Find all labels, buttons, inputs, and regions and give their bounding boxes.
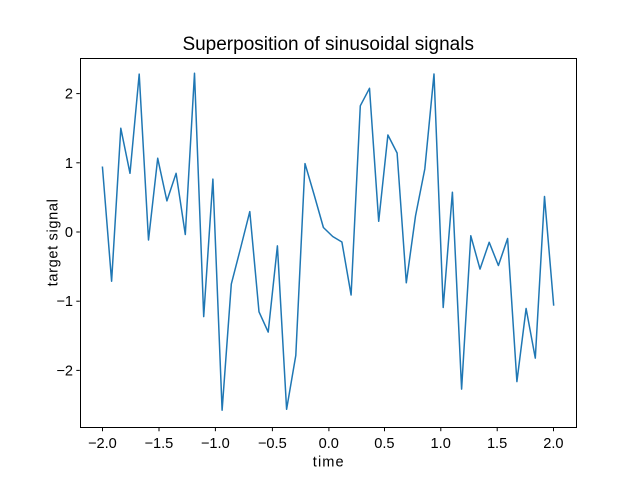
svg-text:1.5: 1.5 xyxy=(487,436,507,452)
svg-text:−2.0: −2.0 xyxy=(88,436,117,452)
svg-text:0: 0 xyxy=(65,225,73,241)
svg-text:2: 2 xyxy=(65,87,73,103)
svg-text:Superposition of sinusoidal si: Superposition of sinusoidal signals xyxy=(182,34,474,55)
svg-text:1: 1 xyxy=(65,156,73,172)
svg-text:−2: −2 xyxy=(56,363,73,379)
svg-text:−1.0: −1.0 xyxy=(201,436,230,452)
svg-text:1.0: 1.0 xyxy=(431,436,451,452)
svg-text:2.0: 2.0 xyxy=(543,436,563,452)
svg-text:target signal: target signal xyxy=(46,198,62,286)
svg-text:0.5: 0.5 xyxy=(374,436,394,452)
svg-text:−1: −1 xyxy=(56,294,73,310)
svg-text:−0.5: −0.5 xyxy=(258,436,287,452)
svg-text:0.0: 0.0 xyxy=(319,436,339,452)
svg-text:−1.5: −1.5 xyxy=(144,436,173,452)
svg-text:time: time xyxy=(313,455,345,471)
